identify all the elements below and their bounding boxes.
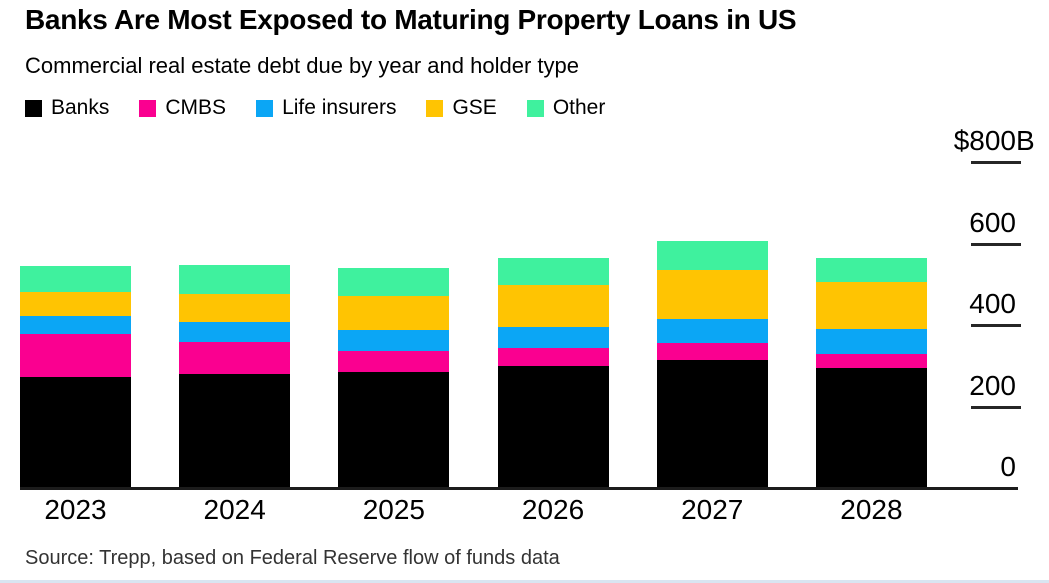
y-axis-unit-suffix: B bbox=[1016, 125, 1035, 156]
legend-label-other: Other bbox=[552, 96, 606, 119]
bar-2028-segment-cmbs bbox=[815, 353, 927, 368]
x-axis-line bbox=[20, 487, 1018, 490]
x-axis-labels: 2023 2024 2025 2026 2027 2028 bbox=[20, 495, 927, 525]
x-axis-label-2027: 2027 bbox=[681, 494, 744, 525]
bar-2025-segment-life-insurers bbox=[338, 329, 450, 351]
legend-label-banks: Banks bbox=[51, 96, 110, 119]
y-axis-label-0: 0 bbox=[1000, 451, 1016, 482]
bar-2024 bbox=[179, 264, 291, 487]
bar-2028-segment-gse bbox=[815, 282, 927, 330]
legend-label-life-insurers: Life insurers bbox=[282, 96, 397, 119]
y-axis-tick-200 bbox=[971, 405, 1021, 409]
legend-item-cmbs: CMBS bbox=[139, 96, 226, 120]
bar-2025 bbox=[338, 268, 450, 487]
x-axis-label-2028: 2028 bbox=[840, 494, 903, 525]
bar-2028-segment-other bbox=[815, 257, 927, 283]
legend-swatch-other bbox=[526, 99, 544, 117]
bar-2028-segment-banks bbox=[815, 368, 927, 487]
bar-2026-segment-other bbox=[497, 258, 609, 286]
legend-item-life-insurers: Life insurers bbox=[256, 96, 396, 120]
bar-2024-segment-cmbs bbox=[179, 341, 291, 375]
bar-2026 bbox=[497, 258, 609, 487]
legend-label-cmbs: CMBS bbox=[165, 96, 227, 119]
legend: Banks CMBS Life insurers GSE Other bbox=[25, 96, 605, 120]
x-axis-label-2023: 2023 bbox=[44, 494, 107, 525]
x-axis-label-2024: 2024 bbox=[203, 494, 266, 525]
bar-2025-segment-gse bbox=[338, 296, 450, 330]
legend-swatch-life-insurers bbox=[256, 99, 274, 117]
chart-subtitle: Commercial real estate debt due by year … bbox=[25, 53, 579, 78]
legend-swatch-cmbs bbox=[139, 99, 157, 117]
y-axis-label-600: 600 bbox=[969, 206, 1016, 238]
bar-2023 bbox=[20, 265, 131, 487]
bar-2023-segment-gse bbox=[20, 291, 131, 316]
legend-item-banks: Banks bbox=[25, 96, 109, 120]
y-axis-label-200: 200 bbox=[969, 369, 1016, 401]
bar-2028-segment-life-insurers bbox=[815, 329, 927, 354]
bar-2024-segment-banks bbox=[179, 374, 291, 487]
bar-2024-segment-gse bbox=[179, 293, 291, 322]
bar-2024-segment-life-insurers bbox=[179, 321, 291, 342]
chart-title: Banks Are Most Exposed to Maturing Prope… bbox=[25, 4, 797, 35]
bar-2023-segment-life-insurers bbox=[20, 315, 131, 335]
bars bbox=[20, 161, 927, 487]
bar-2027-segment-cmbs bbox=[656, 342, 768, 360]
bar-2027-segment-banks bbox=[656, 359, 768, 487]
y-axis-tick-600 bbox=[971, 242, 1021, 246]
y-axis-label-800: $800 B bbox=[953, 125, 1035, 156]
bar-2025-segment-cmbs bbox=[338, 350, 450, 372]
legend-item-other: Other bbox=[526, 96, 606, 120]
y-axis-tick-400 bbox=[971, 324, 1021, 327]
bar-2023-segment-other bbox=[20, 265, 131, 292]
bottom-edge bbox=[0, 580, 1049, 583]
bar-2023-segment-banks bbox=[20, 377, 131, 487]
y-axis-tick-800 bbox=[971, 161, 1021, 164]
bar-2026-segment-gse bbox=[497, 285, 609, 327]
bar-2026-segment-life-insurers bbox=[497, 326, 609, 349]
bar-2025-segment-banks bbox=[338, 371, 450, 487]
legend-swatch-gse bbox=[426, 99, 444, 117]
bar-2027-segment-gse bbox=[656, 270, 768, 319]
legend-item-gse: GSE bbox=[426, 96, 497, 120]
bar-2025-segment-other bbox=[338, 268, 450, 297]
source-note: Source: Trepp, based on Federal Reserve … bbox=[25, 547, 560, 569]
x-axis-label-2025: 2025 bbox=[362, 494, 426, 525]
bar-2023-segment-cmbs bbox=[20, 334, 131, 377]
y-axis-top-number: $800 bbox=[953, 125, 1016, 156]
bar-2026-segment-cmbs bbox=[497, 348, 609, 366]
bar-2028 bbox=[815, 257, 927, 487]
legend-swatch-banks bbox=[25, 99, 42, 117]
bar-2024-segment-other bbox=[179, 264, 291, 294]
x-axis-label-2026: 2026 bbox=[521, 494, 585, 525]
bar-2027-segment-life-insurers bbox=[656, 318, 768, 343]
bar-2027-segment-other bbox=[656, 241, 768, 271]
bar-2026-segment-banks bbox=[497, 365, 609, 487]
legend-label-gse: GSE bbox=[452, 96, 497, 119]
bar-2027 bbox=[656, 241, 768, 487]
y-axis-label-400: 400 bbox=[969, 288, 1016, 319]
